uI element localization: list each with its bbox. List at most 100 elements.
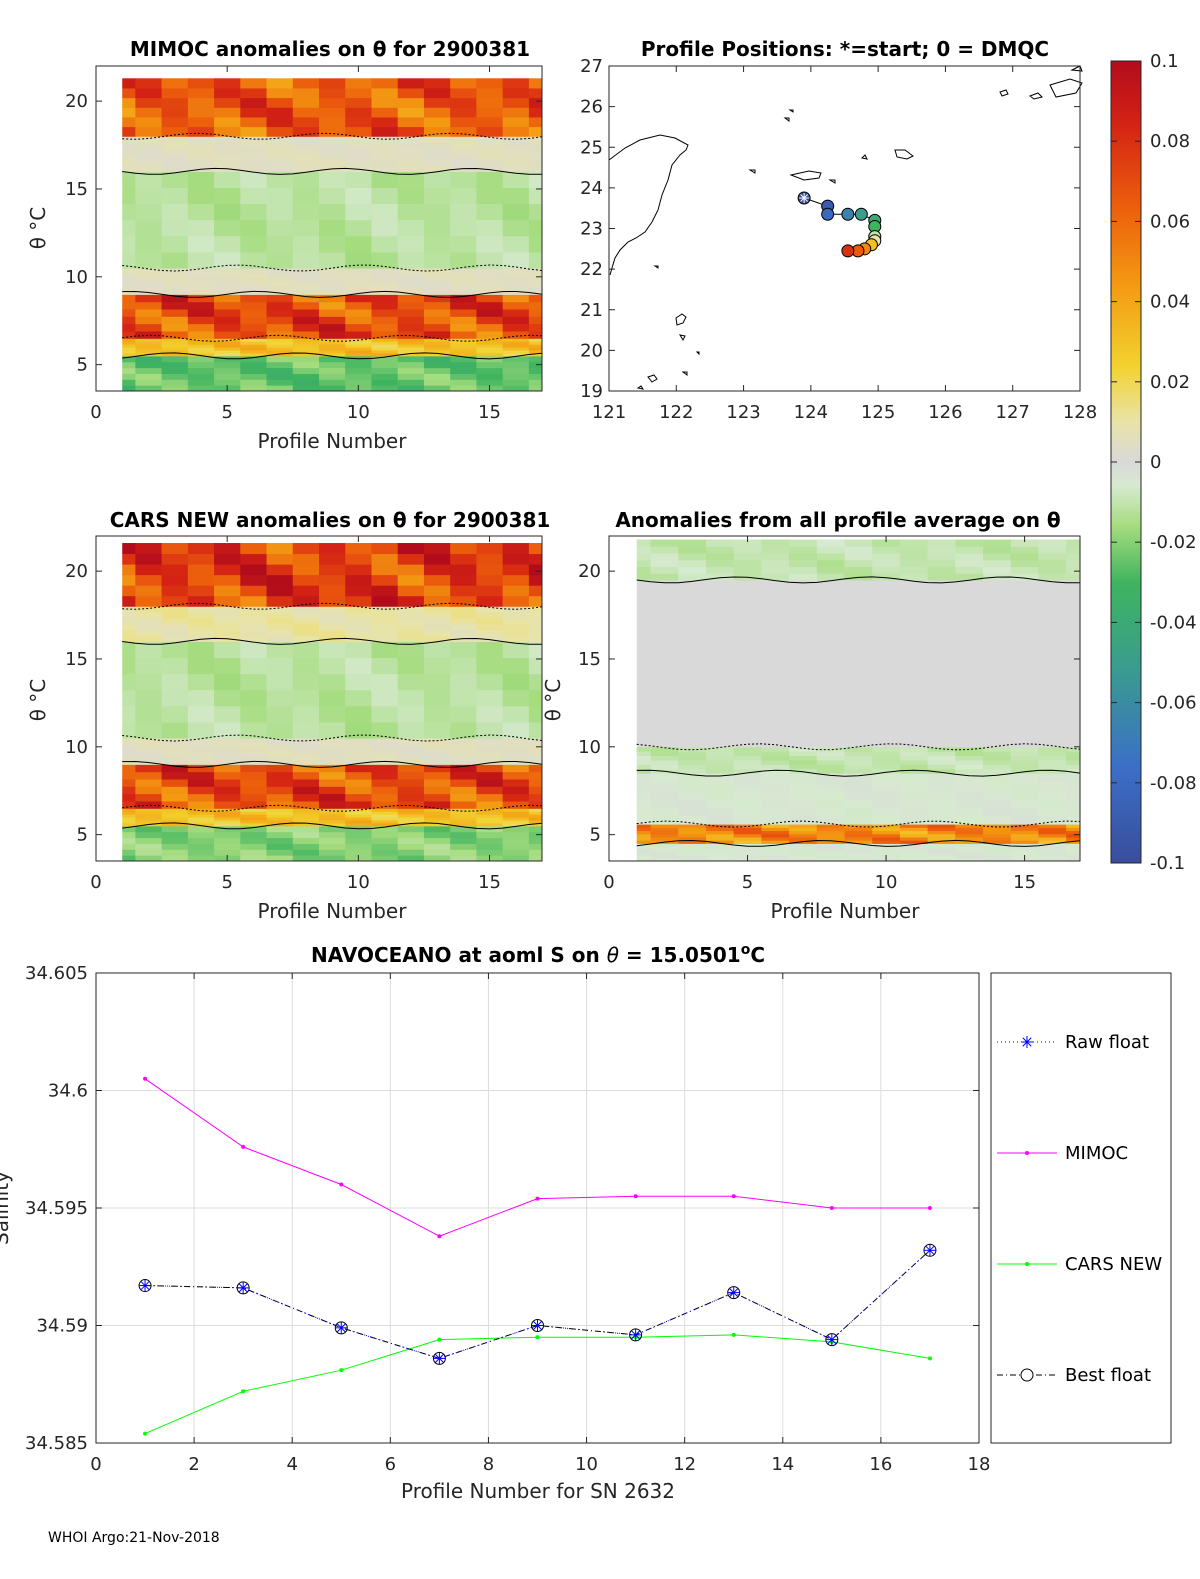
heatmap-cell bbox=[872, 718, 901, 748]
heatmap-cell bbox=[705, 759, 735, 765]
heatmap-cell bbox=[927, 840, 956, 844]
heatmap-cell bbox=[266, 350, 294, 354]
heatmap-cell bbox=[292, 276, 320, 282]
heatmap-cell bbox=[345, 673, 372, 691]
heatmap-cell bbox=[927, 855, 956, 859]
heatmap-cell bbox=[476, 811, 504, 815]
heatmap-cell bbox=[927, 607, 956, 637]
heatmap-cell bbox=[528, 673, 543, 691]
data-point bbox=[241, 1144, 246, 1149]
heatmap-cell bbox=[955, 846, 984, 850]
heatmap-cell bbox=[450, 294, 477, 303]
heatmap-cell bbox=[528, 347, 543, 351]
data-point bbox=[927, 1356, 932, 1361]
heatmap-cell bbox=[844, 852, 873, 856]
heatmap-cell bbox=[187, 289, 215, 295]
heatmap-cell bbox=[636, 579, 652, 609]
heatmap-cell bbox=[983, 836, 1012, 841]
heatmap-cell bbox=[502, 153, 530, 161]
heatmap-cell bbox=[240, 751, 268, 757]
heatmap-cell bbox=[319, 641, 346, 659]
heatmap-cell bbox=[423, 779, 451, 787]
heatmap-cell bbox=[1038, 768, 1067, 774]
heatmap-cell bbox=[528, 187, 543, 205]
heatmap-cell bbox=[450, 764, 477, 773]
heatmap-cell bbox=[816, 546, 845, 554]
heatmap-cell bbox=[187, 849, 215, 856]
heatmap-cell bbox=[135, 800, 163, 809]
heatmap-cell bbox=[1066, 824, 1081, 828]
heatmap-cell bbox=[371, 814, 399, 818]
heatmap-cell bbox=[187, 379, 215, 386]
heatmap-cell bbox=[266, 294, 294, 303]
heatmap-cell bbox=[266, 116, 294, 128]
heatmap-cell bbox=[1038, 843, 1067, 847]
heatmap-cell bbox=[187, 159, 215, 167]
heatmap-cell bbox=[371, 352, 399, 357]
heatmap-cell bbox=[502, 285, 530, 291]
heatmap-cell bbox=[187, 843, 215, 850]
heatmap-cell bbox=[476, 606, 504, 613]
heatmap-cell bbox=[122, 276, 136, 282]
heatmap-cell bbox=[319, 849, 346, 856]
heatmap-cell bbox=[705, 552, 735, 561]
heatmap-cell bbox=[319, 187, 346, 205]
heatmap-cell bbox=[397, 330, 425, 339]
heatmap-cell bbox=[240, 159, 268, 167]
colorbar-tick-label: 0 bbox=[1150, 452, 1161, 473]
heatmap-cell bbox=[423, 285, 451, 291]
heatmap-cell bbox=[816, 858, 845, 862]
heatmap-cell bbox=[135, 338, 163, 342]
heatmap-cell bbox=[397, 344, 425, 348]
heatmap-cell bbox=[678, 755, 707, 761]
heatmap-cell bbox=[319, 855, 346, 862]
mimoc-axes-box bbox=[95, 65, 543, 392]
heatmap-cell bbox=[789, 833, 818, 838]
heatmap-cell bbox=[983, 607, 1012, 637]
heatmap-cell bbox=[789, 798, 818, 808]
heatmap-cell bbox=[844, 830, 873, 835]
heatmap-cell bbox=[345, 612, 372, 619]
heatmap-cell bbox=[397, 347, 425, 351]
heatmap-cell bbox=[1010, 573, 1039, 581]
heatmap-cell bbox=[872, 807, 901, 817]
heatmap-cell bbox=[983, 827, 1012, 832]
heatmap-cell bbox=[705, 546, 735, 554]
heatmap-cell bbox=[872, 790, 901, 800]
heatmap-cell bbox=[397, 855, 425, 862]
heatmap-cell bbox=[789, 843, 818, 847]
heatmap-cell bbox=[135, 564, 163, 576]
heatmap-cell bbox=[371, 673, 399, 691]
heatmap-cell bbox=[789, 846, 818, 850]
data-point bbox=[241, 1389, 246, 1394]
heatmap-cell bbox=[397, 746, 425, 752]
heatmap-cell bbox=[161, 355, 189, 363]
heatmap-cell bbox=[240, 849, 268, 856]
heatmap-cell bbox=[161, 771, 189, 780]
heatmap-cell bbox=[502, 235, 530, 253]
x-tick-label: 128 bbox=[1063, 402, 1097, 423]
heatmap-cell bbox=[397, 673, 425, 691]
heatmap-cell bbox=[423, 606, 451, 613]
heatmap-cell bbox=[187, 350, 215, 354]
heatmap-cell bbox=[678, 858, 707, 862]
heatmap-cell bbox=[122, 316, 136, 325]
heatmap-cell bbox=[528, 330, 543, 339]
heatmap-cell bbox=[899, 855, 929, 859]
heatmap-cell bbox=[502, 786, 530, 795]
heatmap-cell bbox=[135, 385, 163, 392]
heatmap-cell bbox=[502, 612, 530, 619]
heatmap-cell bbox=[266, 843, 294, 850]
x-tick-label: 18 bbox=[968, 1454, 991, 1475]
heatmap-cell bbox=[319, 673, 346, 691]
heatmap-cell bbox=[423, 289, 451, 295]
colorbar-tick-label: 0.04 bbox=[1150, 292, 1190, 313]
heatmap-cell bbox=[955, 755, 984, 761]
heatmap-cell bbox=[292, 843, 320, 850]
x-tick-label: 8 bbox=[483, 1454, 494, 1475]
heatmap-cell bbox=[161, 352, 189, 357]
heatmap-cell bbox=[266, 361, 294, 369]
heatmap-cell bbox=[187, 617, 215, 625]
heatmap-cell bbox=[240, 825, 268, 833]
heatmap-cell bbox=[450, 126, 477, 137]
